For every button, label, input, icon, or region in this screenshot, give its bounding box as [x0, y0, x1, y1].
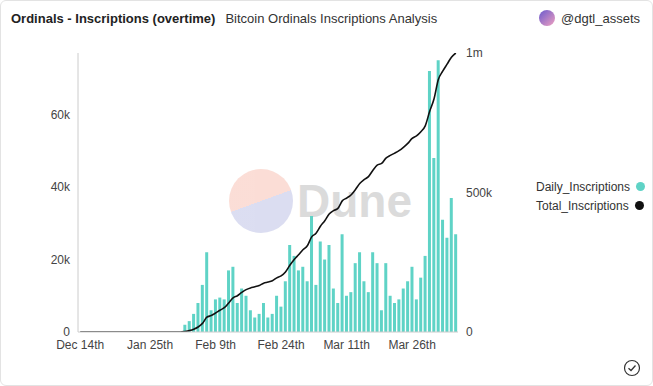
svg-text:1m: 1m: [466, 46, 483, 60]
svg-text:60k: 60k: [51, 108, 71, 122]
html-text:Dune: Dune: [297, 175, 412, 227]
svg-text:Mar 11th: Mar 11th: [323, 338, 369, 352]
svg-text:Mar 26th: Mar 26th: [388, 338, 435, 352]
html-text:Bitcoin Ordinals Inscriptions: Bitcoin Ordinals Inscriptions Analysis: [225, 11, 438, 26]
svg-text:20k: 20k: [51, 253, 71, 267]
html-text:Ordinals - Inscriptions (overt: Ordinals - Inscriptions (overtime): [11, 11, 216, 26]
html-text:Daily_Inscriptions: Daily_Inscriptions: [536, 179, 630, 194]
svg-text:0: 0: [466, 325, 473, 339]
html-text:@dgtl_assets: @dgtl_assets: [561, 10, 640, 26]
svg-text:Jan 25th: Jan 25th: [127, 338, 173, 352]
svg-text:Feb 9th: Feb 9th: [195, 338, 236, 352]
svg-text:40k: 40k: [51, 180, 71, 194]
svg-text:Feb 24th: Feb 24th: [257, 338, 304, 352]
svg-text:0: 0: [63, 325, 70, 339]
svg-text:Dec 14th: Dec 14th: [56, 338, 104, 352]
svg-text:500k: 500k: [466, 186, 493, 200]
html-text:Total_Inscriptions: Total_Inscriptions: [536, 198, 629, 213]
